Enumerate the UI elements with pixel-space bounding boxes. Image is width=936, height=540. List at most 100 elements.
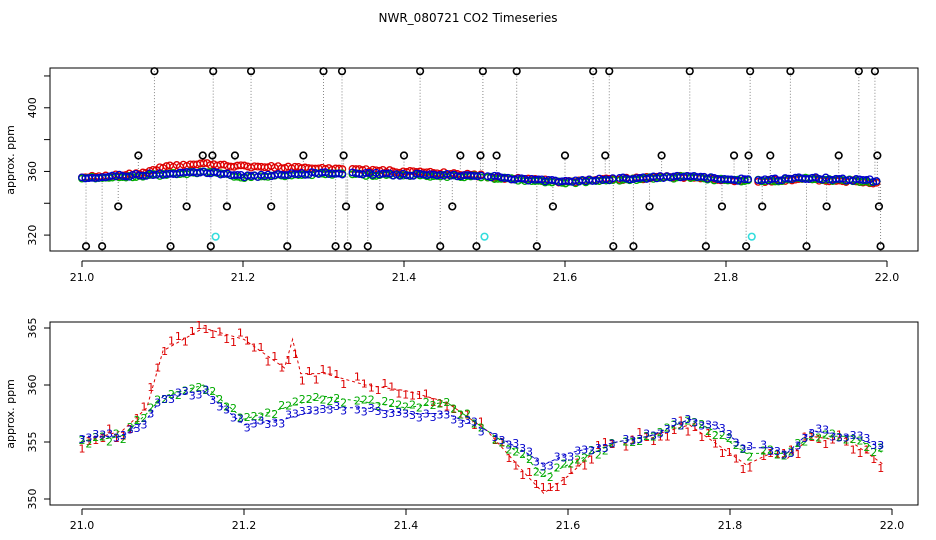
chart-title: NWR_080721 CO2 Timeseries: [379, 11, 558, 25]
series-2-marker: 2: [554, 462, 561, 475]
series-3-marker: 3: [313, 405, 320, 418]
series-1-marker: 1: [567, 464, 574, 477]
series-3-marker: 3: [320, 403, 327, 416]
series-1-marker: 1: [230, 336, 237, 349]
outlier-point: [560, 151, 570, 160]
series-2-marker: 2: [781, 450, 788, 463]
series-3-marker: 3: [740, 443, 747, 456]
series-3-point: [138, 171, 147, 180]
bottom-x-tick-label: 21.4: [394, 519, 419, 532]
series-1-marker: 1: [760, 450, 767, 463]
series-2-marker: 2: [216, 393, 223, 406]
series-2-marker: 2: [602, 444, 609, 457]
series-3-marker: 3: [650, 429, 657, 442]
series-2-marker: 2: [581, 452, 588, 465]
series-1-marker: 1: [430, 396, 437, 409]
series-1-marker: 1: [354, 370, 361, 383]
series-1-marker: 1: [499, 436, 506, 449]
series-1-marker: 1: [106, 423, 113, 436]
flagged-point: [211, 232, 220, 241]
bottom-x-tick-label: 21.0: [70, 519, 95, 532]
outlier-point: [299, 151, 308, 160]
series-3-marker: 3: [492, 431, 499, 444]
series-2-marker: 2: [733, 439, 740, 452]
outlier-point: [399, 151, 409, 160]
series-2-marker: 2: [588, 444, 595, 457]
series-1-marker: 1: [492, 434, 499, 447]
series-3-point: [642, 174, 651, 183]
series-2-marker: 2: [437, 397, 444, 410]
outlier-point: [802, 242, 811, 251]
series-1-marker: 1: [554, 481, 561, 494]
series-2-marker: 2: [464, 407, 471, 420]
series-3-marker: 3: [340, 405, 347, 418]
series-2-marker: 2: [788, 446, 795, 459]
series-3-marker: 3: [512, 437, 519, 450]
series-3-point: [534, 175, 543, 184]
series-1-marker: 1: [581, 460, 588, 473]
series-1-marker: 1: [368, 382, 375, 395]
series-2-marker: 2: [278, 399, 285, 412]
series-2-marker: 2: [471, 418, 478, 431]
series-3-marker: 3: [223, 403, 230, 416]
series-3-marker: 3: [244, 422, 251, 435]
series-1-marker: 1: [381, 377, 388, 390]
series-1-marker: 1: [285, 354, 292, 367]
series-1-marker: 1: [306, 365, 313, 378]
series-1-marker: 1: [533, 478, 540, 491]
series-3-point: [267, 172, 276, 181]
series-3-marker: 3: [760, 439, 767, 452]
series-2-marker: 2: [271, 408, 278, 421]
series-1-marker: 1: [650, 435, 657, 448]
series-2-marker: 2: [850, 433, 857, 446]
series-1-marker: 1: [388, 381, 395, 394]
series-3-marker: 3: [795, 440, 802, 453]
series-3-marker: 3: [306, 404, 313, 417]
series-3-marker: 3: [85, 432, 92, 445]
series-2-marker: 2: [313, 391, 320, 404]
series-2-marker: 2: [189, 382, 196, 395]
outlier-point: [98, 242, 107, 251]
bottom-y-tick-label: 355: [26, 432, 39, 453]
outlier-point: [343, 242, 352, 251]
series-3-marker: 3: [147, 407, 154, 420]
series-3-marker: 3: [526, 446, 533, 459]
series-2-marker: 2: [175, 389, 182, 402]
outlier-point: [492, 151, 501, 160]
series-1-marker: 1: [147, 381, 154, 394]
series-3-marker: 3: [471, 416, 478, 429]
series-3-marker: 3: [368, 402, 375, 415]
series-3-marker: 3: [636, 433, 643, 446]
series-3-marker: 3: [423, 407, 430, 420]
series-3-point: [301, 170, 310, 179]
outlier-point: [854, 67, 863, 76]
outlier-point: [341, 202, 351, 211]
series-1-marker: 1: [443, 400, 450, 413]
series-3-marker: 3: [134, 422, 141, 435]
outlier-point: [198, 151, 207, 160]
series-3-marker: 3: [202, 384, 209, 397]
outlier-point: [246, 67, 256, 76]
series-2-marker: 2: [561, 457, 568, 470]
series-1-marker: 1: [271, 350, 278, 363]
series-2-marker: 2: [843, 434, 850, 447]
series-2-marker: 2: [154, 394, 161, 407]
series-2-marker: 2: [657, 426, 664, 439]
flagged-point: [480, 232, 489, 241]
outlier-point: [182, 202, 191, 211]
series-3-marker: 3: [622, 433, 629, 446]
series-1-marker: 1: [801, 431, 808, 444]
outlier-point: [267, 202, 276, 211]
top-y-tick-label: 320: [26, 225, 39, 246]
series-3-marker: 3: [285, 409, 292, 422]
top-x-tick-label: 21.0: [70, 271, 95, 284]
outlier-point: [472, 242, 481, 251]
series-3-marker: 3: [643, 428, 650, 441]
series-2-marker: 2: [92, 431, 99, 444]
series-3-marker: 3: [836, 432, 843, 445]
series-2-marker: 2: [443, 396, 450, 409]
series-3-point: [335, 169, 343, 178]
series-2-marker: 2: [85, 438, 92, 451]
series-2-marker: 2: [368, 394, 375, 407]
